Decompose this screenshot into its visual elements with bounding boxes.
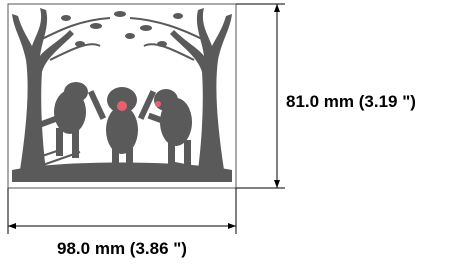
design-size-view: 81.0 mm (3.19 ") 98.0 mm (3.86 ")	[0, 0, 474, 269]
page: {"dimensions": {"height_label": "81.0 mm…	[0, 0, 474, 269]
height-label: 81.0 mm (3.19 ")	[286, 92, 416, 111]
width-label: 98.0 mm (3.86 ")	[57, 239, 187, 258]
height-dimension	[236, 4, 285, 188]
width-dimension	[8, 188, 236, 234]
